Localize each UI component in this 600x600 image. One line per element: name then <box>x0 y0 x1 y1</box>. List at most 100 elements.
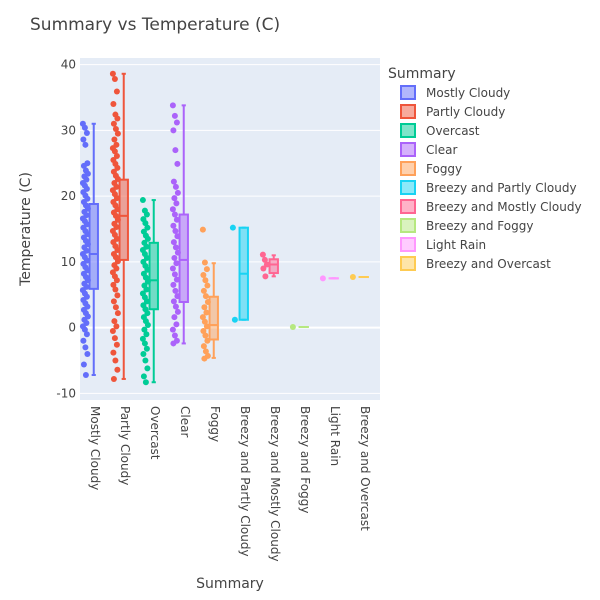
data-point <box>263 261 270 268</box>
data-point <box>170 298 177 305</box>
data-point <box>170 239 177 246</box>
data-point <box>170 340 177 347</box>
data-point <box>204 299 211 306</box>
x-axis-ticks: Mostly Cloudy Partly Cloudy Overcast Clear F… <box>88 406 372 562</box>
data-point <box>171 112 178 119</box>
data-point <box>174 249 181 256</box>
data-point <box>113 224 120 231</box>
data-point <box>172 303 179 310</box>
data-point <box>171 211 178 218</box>
data-point <box>81 326 88 333</box>
data-point <box>113 88 120 95</box>
x-tick-label: Breezy and Partly Cloudy <box>238 406 252 557</box>
box-trace-foggy <box>199 226 219 362</box>
data-point <box>139 197 146 204</box>
data-point <box>200 287 207 294</box>
data-point <box>80 136 87 143</box>
data-point <box>109 327 116 334</box>
box-iqr <box>268 258 279 275</box>
y-tick-label: 20 <box>61 189 76 203</box>
legend-item-overcast[interactable]: Overcast <box>400 123 480 138</box>
box-trace-breezy-and-mostly-cloudy <box>259 251 279 280</box>
legend-swatch <box>400 256 416 271</box>
legend-swatch <box>400 199 416 214</box>
legend-label: Clear <box>426 143 457 157</box>
data-point <box>80 361 87 368</box>
y-gridlines <box>80 64 380 394</box>
data-point <box>169 326 176 333</box>
data-point <box>114 258 121 265</box>
legend-label: Breezy and Mostly Cloudy <box>426 200 582 214</box>
data-point <box>140 350 147 357</box>
data-point <box>173 216 180 223</box>
data-point <box>139 335 146 342</box>
box-traces <box>79 70 369 386</box>
data-point <box>229 224 236 231</box>
data-point <box>171 332 178 339</box>
y-axis-title: Temperature (C) <box>18 172 34 287</box>
y-tick-label: 30 <box>61 123 76 137</box>
data-point <box>112 286 119 293</box>
data-point <box>144 365 151 372</box>
legend-label: Mostly Cloudy <box>426 86 510 100</box>
legend-item-clear[interactable]: Clear <box>400 142 457 157</box>
data-point <box>144 235 151 242</box>
x-tick-label: Clear <box>178 406 192 437</box>
box-iqr <box>178 213 189 304</box>
data-point <box>142 357 149 364</box>
data-point <box>80 337 87 344</box>
box-trace-breezy-and-overcast <box>349 274 369 281</box>
data-point <box>143 254 150 261</box>
x-tick-label: Foggy <box>208 406 222 442</box>
legend-swatch <box>400 237 416 252</box>
data-point <box>203 323 210 330</box>
legend-label: Breezy and Overcast <box>426 257 551 271</box>
data-point <box>174 308 181 315</box>
box-trace-mostly-cloudy <box>79 120 99 379</box>
data-point <box>142 379 149 386</box>
box-trace-overcast <box>139 197 159 386</box>
x-tick-label: Light Rain <box>328 406 342 466</box>
legend-item-breezy-and-mostly-cloudy[interactable]: Breezy and Mostly Cloudy <box>400 199 582 214</box>
data-point <box>114 366 121 373</box>
data-point <box>172 147 179 154</box>
data-point <box>144 278 151 285</box>
legend-label: Breezy and Foggy <box>426 219 533 233</box>
box-trace-breezy-and-foggy <box>289 323 309 330</box>
data-point <box>171 195 178 202</box>
data-point <box>203 266 210 273</box>
data-point <box>110 375 117 382</box>
legend-label: Light Rain <box>426 238 486 252</box>
data-point <box>111 318 118 325</box>
data-point <box>169 265 176 272</box>
box-trace-partly-cloudy <box>109 70 129 382</box>
data-point <box>81 124 88 131</box>
data-point <box>113 152 120 159</box>
legend-item-foggy[interactable]: Foggy <box>400 161 462 176</box>
data-point <box>200 327 207 334</box>
legend-item-breezy-and-overcast[interactable]: Breezy and Overcast <box>400 256 551 271</box>
data-point <box>113 323 120 330</box>
data-point <box>113 277 120 284</box>
legend-swatch <box>400 218 416 233</box>
data-point <box>199 314 206 321</box>
legend-item-breezy-and-foggy[interactable]: Breezy and Foggy <box>400 218 533 233</box>
data-point <box>173 321 180 328</box>
box-iqr <box>208 295 219 341</box>
data-point <box>173 260 180 267</box>
data-point <box>114 176 121 183</box>
legend-item-partly-cloudy[interactable]: Partly Cloudy <box>400 104 505 119</box>
legend-item-light-rain[interactable]: Light Rain <box>400 237 486 252</box>
x-axis-title: Summary <box>196 576 264 592</box>
x-tick-label: Breezy and Overcast <box>358 406 372 531</box>
data-point <box>202 277 209 284</box>
legend-item-mostly-cloudy[interactable]: Mostly Cloudy <box>400 85 510 100</box>
data-point <box>199 226 206 233</box>
data-point <box>173 200 180 207</box>
legend-item-breezy-and-partly-cloudy[interactable]: Breezy and Partly Cloudy <box>400 180 577 195</box>
data-point <box>259 251 266 258</box>
data-point <box>84 350 91 357</box>
data-point <box>110 281 117 288</box>
data-point <box>143 211 150 218</box>
data-point <box>114 216 121 223</box>
